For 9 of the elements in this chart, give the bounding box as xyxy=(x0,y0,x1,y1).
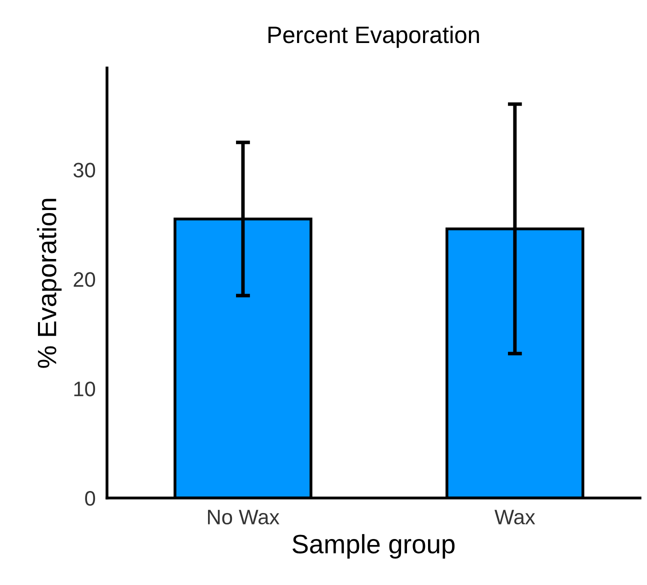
y-tick-label: 30 xyxy=(74,162,96,178)
y-axis-title: % Evaporation xyxy=(37,198,62,368)
chart-title: Percent Evaporation xyxy=(268,26,479,48)
y-tick-label: 10 xyxy=(74,382,96,396)
x-tick-label: Wax xyxy=(494,510,536,524)
x-axis-title: Sample group xyxy=(292,534,455,559)
y-tick-label: 20 xyxy=(74,272,96,287)
x-tick-label: No Wax xyxy=(208,510,280,524)
y-tick-label: 0 xyxy=(85,491,96,506)
